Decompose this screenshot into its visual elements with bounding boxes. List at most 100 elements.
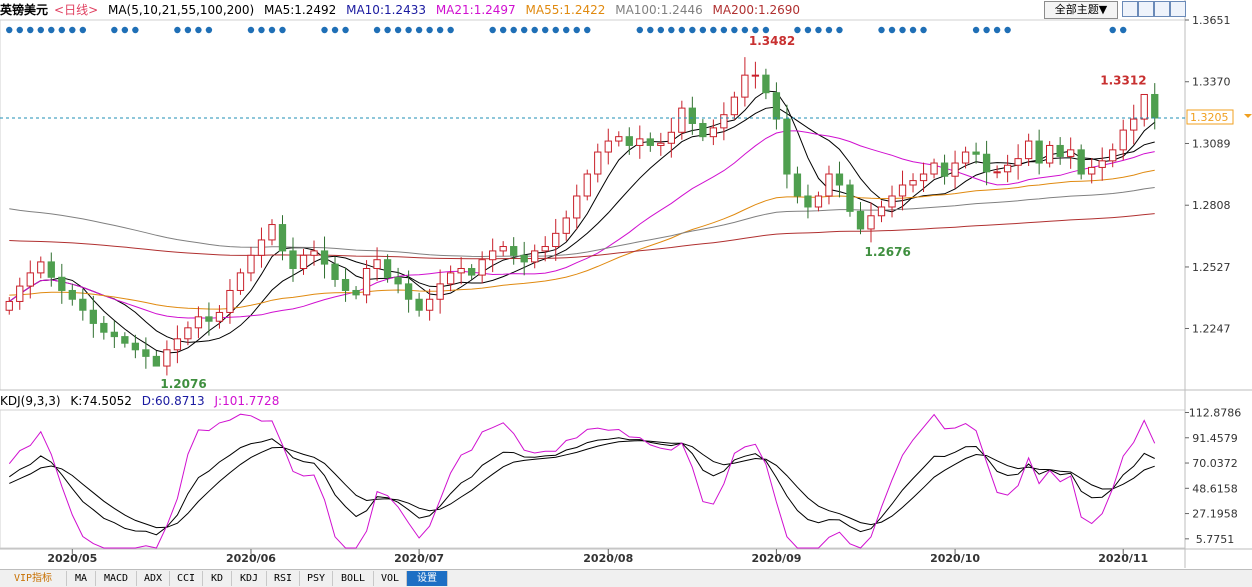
tab-rsi[interactable]: RSI xyxy=(267,571,300,586)
candle-body xyxy=(1077,149,1085,175)
signal-dot xyxy=(909,26,917,34)
candle-body xyxy=(867,215,875,230)
kdj-j-value: J:101.7728 xyxy=(214,394,280,408)
candle-body xyxy=(362,267,371,296)
kdj-d-line xyxy=(9,440,1155,529)
x-tick-label: 2020/05 xyxy=(47,552,97,565)
candle-body xyxy=(436,283,444,300)
candle xyxy=(531,244,539,269)
signal-dot xyxy=(647,26,654,34)
candle-body xyxy=(982,153,991,173)
signal-dot xyxy=(878,26,885,34)
signal-dot xyxy=(699,26,707,34)
tab-psy[interactable]: PSY xyxy=(300,571,333,586)
candlestick-series xyxy=(0,57,1185,376)
candle-body xyxy=(478,259,486,276)
kdj-k-value: K:74.5052 xyxy=(70,394,132,408)
signal-dot xyxy=(563,26,570,34)
candle xyxy=(667,117,675,158)
candle-body xyxy=(152,355,161,367)
tab-macd[interactable]: MACD xyxy=(96,571,137,586)
candle-body xyxy=(1140,93,1148,120)
candle xyxy=(709,119,718,146)
signal-dot xyxy=(678,26,686,34)
signal-dot xyxy=(132,26,139,34)
kdj-tick-label: 112.8786 xyxy=(1189,407,1242,420)
candle-body xyxy=(856,210,865,230)
candle-body xyxy=(415,298,423,311)
moving-average-lines xyxy=(9,90,1156,354)
candle xyxy=(68,284,76,306)
candle-body xyxy=(247,254,255,274)
candle xyxy=(541,236,549,262)
tab-ma[interactable]: MA xyxy=(67,571,96,586)
tab-cci[interactable]: CCI xyxy=(170,571,203,586)
candle-body xyxy=(89,309,97,324)
candle-body xyxy=(1098,160,1106,168)
price-annotation-label: 1.2076 xyxy=(160,377,206,391)
tab-vip-indicator[interactable]: VIP指标 xyxy=(0,571,67,586)
tab-kd[interactable]: KD xyxy=(203,571,232,586)
tab-adx[interactable]: ADX xyxy=(137,571,170,586)
zoom-in-icon[interactable] xyxy=(1122,1,1138,17)
signal-dot xyxy=(815,26,822,34)
signal-dot xyxy=(510,26,517,34)
x-tick-label: 2020/06 xyxy=(226,552,276,565)
candle-body xyxy=(289,250,297,269)
ma21-line xyxy=(9,130,1155,319)
candle-body xyxy=(26,272,34,287)
theme-dropdown[interactable]: 全部主题▼ xyxy=(1044,1,1118,19)
tab-kdj[interactable]: KDJ xyxy=(232,571,267,586)
candle-body xyxy=(236,272,245,291)
candle xyxy=(236,268,245,295)
candle-body xyxy=(1014,158,1022,166)
kdj-params: KDJ(9,3,3) xyxy=(0,394,61,408)
candle xyxy=(741,57,749,107)
tab-vol[interactable]: VOL xyxy=(374,571,407,586)
candle-body xyxy=(751,74,760,77)
signal-dot xyxy=(731,26,738,34)
candle xyxy=(835,161,844,198)
candle-body xyxy=(573,195,581,219)
current-price-box xyxy=(1186,109,1234,125)
y-tick-label: 1.2808 xyxy=(1192,199,1231,212)
signal-dot xyxy=(920,26,927,34)
candle-body xyxy=(762,74,770,94)
candle xyxy=(194,306,203,339)
signal-dot xyxy=(27,26,34,34)
ma5-line xyxy=(9,90,1156,354)
candle xyxy=(919,162,928,192)
candle-body xyxy=(58,276,66,291)
candle-body xyxy=(110,331,118,338)
candle xyxy=(5,297,13,315)
candle xyxy=(226,279,234,324)
candle-body xyxy=(299,254,308,269)
price-y-axis: 1.3651 1.3370 1.3089 1.2808 1.2527 1.2247 1.32… xyxy=(1185,14,1252,335)
tab-boll[interactable]: BOLL xyxy=(333,571,374,586)
signal-dot xyxy=(499,26,507,34)
settings-icon[interactable] xyxy=(1170,1,1186,17)
candle xyxy=(173,325,182,364)
candle xyxy=(573,184,581,230)
signal-dots-row xyxy=(6,26,1127,34)
signal-dot xyxy=(415,26,423,34)
signal-dot xyxy=(58,26,65,34)
period-label[interactable]: <日线> xyxy=(54,3,99,17)
candle-body xyxy=(1151,93,1159,119)
candle xyxy=(415,292,423,317)
y-tick-label: 1.2247 xyxy=(1192,322,1231,335)
kdj-tick-label: 27.1958 xyxy=(1192,508,1238,521)
zoom-out-icon[interactable] xyxy=(1138,1,1154,17)
candle xyxy=(163,340,171,376)
kdj-tick-label: 5.7751 xyxy=(1196,533,1235,546)
tab-settings[interactable]: 设置 xyxy=(407,571,448,586)
signal-dot xyxy=(573,26,580,34)
restore-icon[interactable] xyxy=(1154,1,1170,17)
candle xyxy=(909,173,917,193)
candle xyxy=(1046,141,1054,168)
signal-dot xyxy=(710,26,717,34)
candle-body xyxy=(457,267,465,274)
signal-dot xyxy=(489,26,496,34)
candle-body xyxy=(194,316,203,329)
